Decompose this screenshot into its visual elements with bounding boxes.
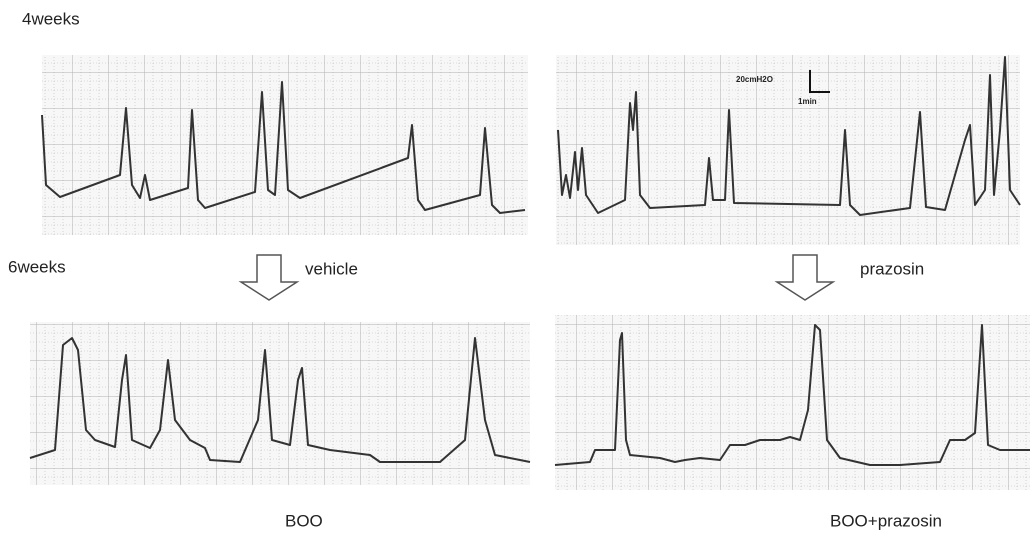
time-label: 6weeks [8,257,66,276]
figure: 20cmH2O 1min 4weeks 6weeks vehicle prazo… [0,0,1034,535]
treatment-label: prazosin [860,259,924,278]
grid-panel [556,55,1020,245]
scale-pressure: 20cmH2O [736,75,773,84]
grid-panel [30,322,530,485]
time-label: 4weeks [22,9,80,28]
group-label: BOO+prazosin [830,511,942,530]
arrow [241,255,297,300]
scale-time: 1min [798,97,817,106]
arrow [777,255,833,300]
grid-panel [555,315,1030,490]
treatment-label: vehicle [305,259,358,278]
group-label: BOO [285,511,323,530]
